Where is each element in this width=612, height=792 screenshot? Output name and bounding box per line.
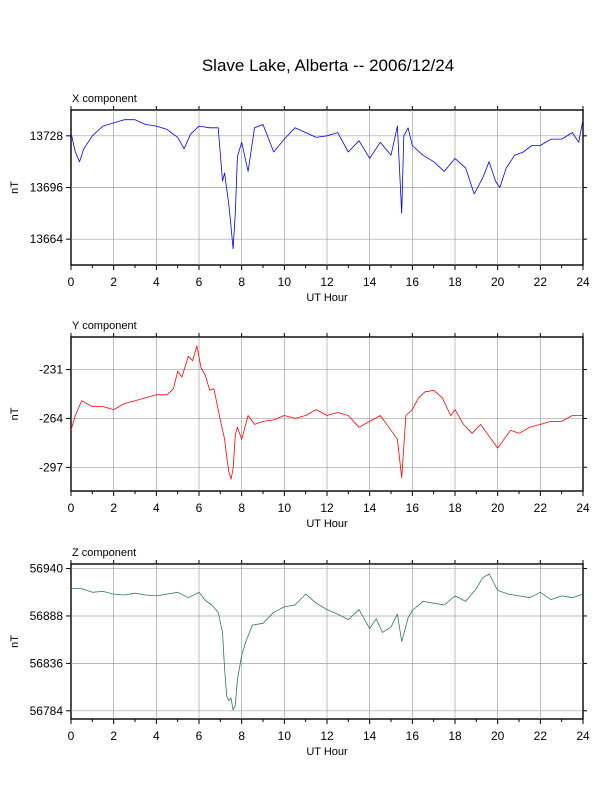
- x-tick-label: 12: [320, 275, 334, 289]
- y-tick-label: 13728: [30, 129, 64, 143]
- x-tick-label: 4: [153, 729, 160, 743]
- x-tick-label: 20: [491, 501, 505, 515]
- x-tick-label: 18: [448, 501, 462, 515]
- x-tick-label: 10: [278, 275, 292, 289]
- panel-title: X component: [72, 93, 137, 105]
- x-tick-label: 0: [68, 275, 75, 289]
- x-tick-label: 22: [534, 729, 548, 743]
- series-line: [71, 573, 584, 711]
- x-tick-label: 18: [448, 729, 462, 743]
- x-tick-label: 20: [491, 275, 505, 289]
- x-tick-label: 6: [196, 501, 203, 515]
- x-tick-label: 8: [238, 501, 245, 515]
- y-tick-label: 13696: [30, 181, 64, 195]
- y-axis-label: nT: [9, 407, 21, 420]
- x-tick-label: 8: [238, 275, 245, 289]
- x-tick-label: 24: [576, 729, 590, 743]
- series-line: [70, 345, 583, 480]
- y-tick-label: 56784: [30, 704, 64, 718]
- x-tick-label: 6: [196, 729, 203, 743]
- x-tick-label: 22: [534, 275, 548, 289]
- y-tick-label: -231: [39, 363, 63, 377]
- x-tick-label: 12: [320, 729, 334, 743]
- x-tick-label: 12: [320, 501, 334, 515]
- panel-z-component: 0 2 4 6 8 10 12 14 16 18 20 22 245678456836568885694…: [9, 547, 590, 758]
- x-tick-label: 2: [110, 275, 117, 289]
- x-tick-label: 10: [278, 501, 292, 515]
- x-tick-label: 14: [363, 275, 377, 289]
- y-axis-label: nT: [9, 635, 21, 648]
- x-tick-label: 4: [153, 501, 160, 515]
- x-tick-label: 18: [448, 275, 462, 289]
- x-tick-label: 20: [491, 729, 505, 743]
- series-line: [70, 119, 584, 250]
- x-tick-label: 16: [406, 275, 420, 289]
- x-axis-label: UT Hour: [306, 518, 348, 530]
- y-tick-label: 56836: [30, 656, 64, 670]
- y-tick-label: 13664: [30, 232, 64, 246]
- y-tick-label: -264: [39, 411, 63, 425]
- x-tick-label: 2: [110, 729, 117, 743]
- x-tick-label: 24: [576, 275, 590, 289]
- x-tick-label: 16: [406, 729, 420, 743]
- x-tick-label: 8: [238, 729, 245, 743]
- x-tick-label: 22: [534, 501, 548, 515]
- page-title: Slave Lake, Alberta -- 2006/12/24: [201, 56, 455, 75]
- x-tick-label: 14: [363, 729, 377, 743]
- x-tick-label: 24: [576, 501, 590, 515]
- y-tick-label: 56888: [30, 609, 64, 623]
- x-tick-label: 10: [278, 729, 292, 743]
- x-tick-label: 2: [110, 501, 117, 515]
- panel-title: Z component: [72, 547, 136, 559]
- x-tick-label: 0: [68, 729, 75, 743]
- y-tick-label: 56940: [30, 562, 64, 576]
- x-tick-label: 16: [406, 501, 420, 515]
- x-tick-label: 4: [153, 275, 160, 289]
- panel-title: Y component: [72, 320, 137, 332]
- x-tick-label: 14: [363, 501, 377, 515]
- y-axis-label: nT: [9, 181, 21, 194]
- y-tick-label: -297: [39, 460, 63, 474]
- x-tick-label: 6: [196, 275, 203, 289]
- x-axis-label: UT Hour: [306, 746, 348, 758]
- x-axis-label: UT Hour: [306, 292, 348, 304]
- x-tick-label: 0: [68, 501, 75, 515]
